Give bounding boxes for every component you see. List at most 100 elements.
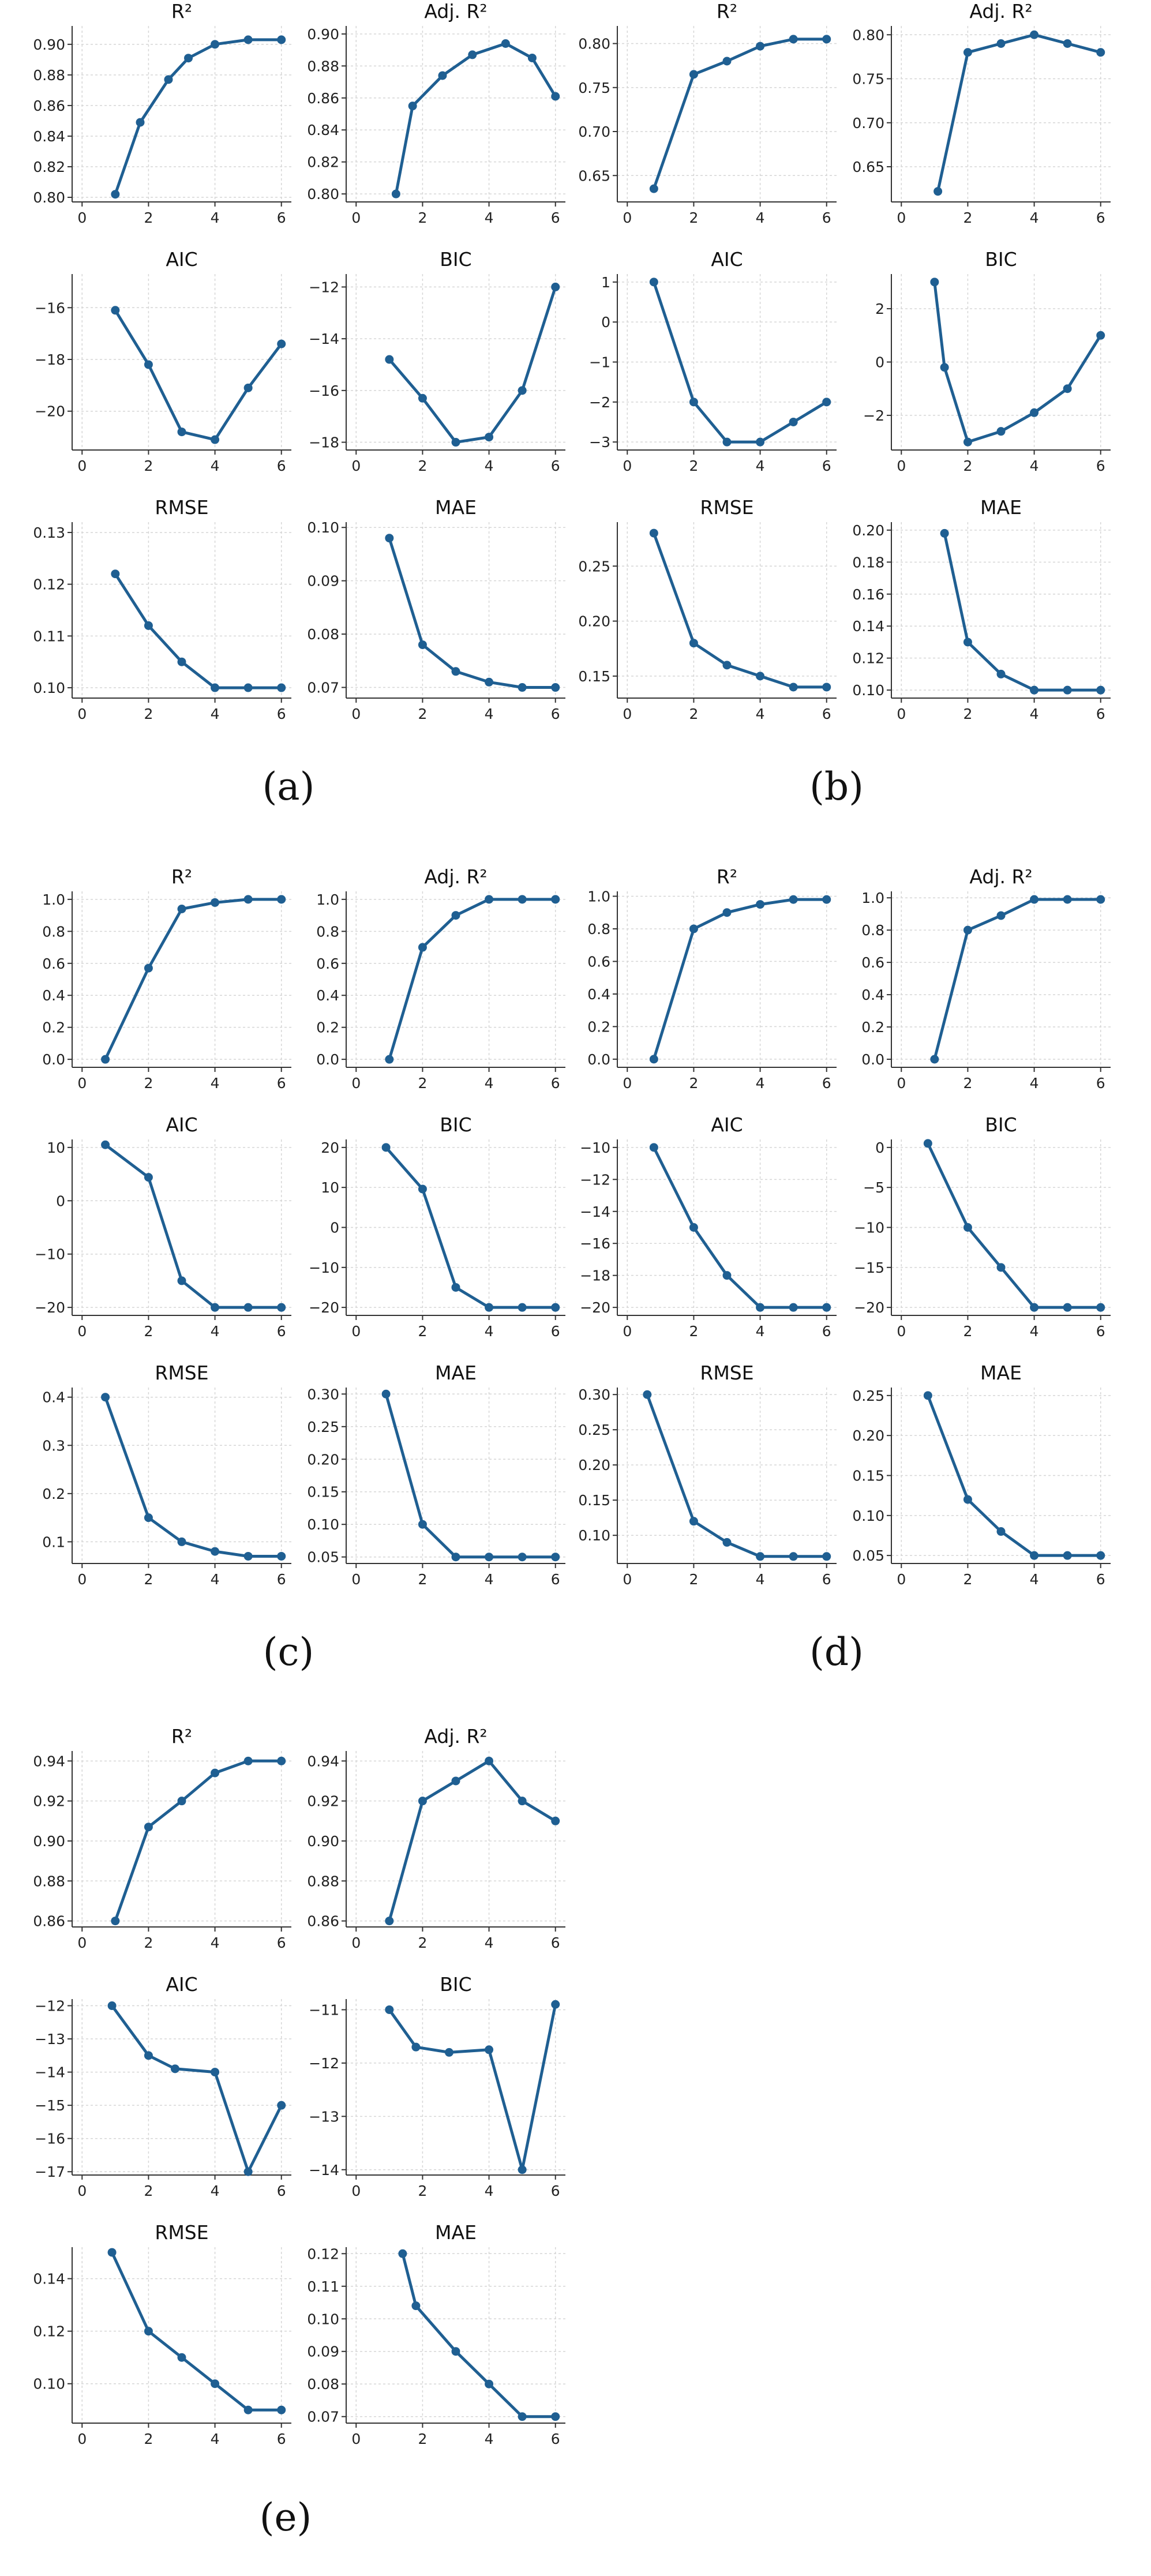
x-tick-label: 4 — [756, 1571, 765, 1588]
chart-title: RMSE — [155, 496, 208, 519]
data-point — [485, 433, 494, 442]
chart-title: BIC — [985, 248, 1017, 271]
chart-title: R² — [171, 865, 192, 888]
x-tick-label: 2 — [963, 209, 972, 226]
y-tick-label: 0.18 — [852, 554, 884, 571]
data-point — [643, 1390, 652, 1399]
x-tick-label: 6 — [1096, 706, 1105, 722]
y-tick-label: 0.12 — [33, 2323, 65, 2340]
data-point — [1030, 1303, 1039, 1312]
data-point — [689, 70, 698, 79]
y-tick-label: 1.0 — [316, 891, 339, 908]
y-tick-label: −15 — [35, 2097, 65, 2114]
data-point — [485, 895, 494, 904]
y-tick-label: 1.0 — [861, 890, 884, 906]
x-tick-label: 4 — [1030, 706, 1039, 722]
data-point — [930, 278, 939, 287]
x-tick-label: 0 — [351, 2183, 361, 2199]
data-point — [418, 640, 427, 650]
y-tick-label: 0.25 — [578, 558, 610, 575]
x-tick-label: 2 — [963, 1075, 972, 1092]
data-point — [136, 118, 145, 127]
x-tick-label: 0 — [897, 706, 906, 722]
series-line — [385, 1146, 556, 1309]
y-tick-label: 0.75 — [852, 71, 884, 88]
chart-c-aic: 0 2 4 6 −20 −10 0 10 AIC — [35, 1113, 291, 1340]
x-tick-label: 2 — [144, 2183, 153, 2199]
x-tick-label: 6 — [277, 2431, 286, 2447]
x-tick-label: 4 — [211, 1323, 220, 1340]
data-point — [111, 190, 120, 199]
data-point — [381, 1389, 391, 1398]
x-tick-label: 2 — [418, 1934, 427, 1951]
series-line — [652, 38, 827, 189]
series-line — [653, 1146, 827, 1309]
data-point — [1063, 1303, 1072, 1312]
y-tick-label: −14 — [35, 2064, 65, 2081]
y-tick-label: 0.86 — [307, 90, 339, 107]
y-tick-label: 0.2 — [42, 1019, 65, 1036]
data-point — [144, 1823, 153, 1832]
y-tick-label: 0.16 — [852, 586, 884, 603]
data-point — [649, 184, 658, 193]
chart-a-bic: 0 2 4 6 −18 −16 −14 −12 BIC — [309, 248, 565, 474]
chart-a-rmse: 0 2 4 6 0.10 0.11 0.12 0.13 RMSE — [33, 496, 291, 722]
data-point — [1030, 685, 1039, 695]
data-point — [1063, 895, 1072, 904]
x-tick-label: 4 — [485, 1075, 494, 1092]
data-point — [438, 71, 447, 80]
x-tick-label: 0 — [77, 1571, 87, 1588]
data-point — [451, 438, 460, 447]
x-tick-label: 4 — [485, 2183, 494, 2199]
chart-d-r2: 0 2 4 6 0.0 0.2 0.4 0.6 0.8 1.0 R² — [587, 865, 837, 1092]
y-tick-label: 0.88 — [33, 1873, 65, 1889]
panel-label-a: (a) — [262, 764, 315, 809]
y-tick-label: 0.0 — [316, 1051, 339, 1068]
x-tick-label: 4 — [485, 1323, 494, 1340]
chart-d-adjr2: 0 2 4 6 0.0 0.2 0.4 0.6 0.8 1.0 Adj. R² — [861, 865, 1111, 1092]
y-tick-label: −18 — [35, 351, 65, 368]
y-tick-label: 10 — [321, 1179, 339, 1196]
series-line — [933, 898, 1101, 1060]
chart-a-adjr2: 0 2 4 6 0.80 0.82 0.84 0.86 0.88 0.90 Adj. R² — [307, 0, 565, 226]
data-point — [689, 924, 698, 933]
data-point — [822, 35, 831, 44]
y-tick-label: −12 — [580, 1171, 610, 1188]
data-point — [756, 437, 765, 447]
data-point — [277, 339, 286, 348]
data-point — [789, 895, 798, 904]
data-point — [963, 925, 972, 935]
data-point — [144, 2327, 153, 2336]
x-tick-label: 6 — [1096, 1075, 1105, 1092]
data-point — [211, 683, 220, 692]
data-point — [1030, 1551, 1039, 1560]
y-tick-label: −17 — [35, 2163, 65, 2180]
y-tick-label: 0 — [601, 314, 610, 331]
y-tick-label: 0.08 — [307, 2376, 339, 2393]
x-tick-label: 4 — [211, 458, 220, 474]
x-tick-label: 2 — [418, 2183, 427, 2199]
x-tick-label: 4 — [211, 1571, 220, 1588]
data-point — [451, 1776, 460, 1786]
data-point — [1063, 1551, 1072, 1560]
y-tick-label: 0.4 — [42, 987, 65, 1004]
x-tick-label: 0 — [351, 1323, 361, 1340]
x-tick-label: 0 — [77, 2431, 87, 2447]
chart-title: Adj. R² — [424, 865, 487, 888]
data-point — [923, 1139, 932, 1148]
data-point — [385, 2005, 394, 2014]
chart-c-bic: 0 2 4 6 −20 −10 0 10 20 BIC — [309, 1113, 565, 1340]
chart-e-bic: 0 2 4 6 −14 −13 −12 −11 BIC — [309, 1973, 565, 2199]
data-point — [451, 1283, 460, 1292]
y-tick-label: 0.86 — [33, 1913, 65, 1930]
data-point — [756, 672, 765, 681]
y-tick-label: 0.25 — [852, 1388, 884, 1404]
x-tick-label: 0 — [623, 1571, 632, 1588]
y-tick-label: 0.8 — [587, 921, 610, 938]
data-point — [243, 1303, 253, 1312]
x-tick-label: 2 — [144, 1571, 153, 1588]
data-point — [385, 355, 394, 364]
data-point — [277, 35, 286, 44]
x-tick-label: 0 — [77, 458, 87, 474]
y-tick-label: 0.10 — [33, 680, 65, 696]
